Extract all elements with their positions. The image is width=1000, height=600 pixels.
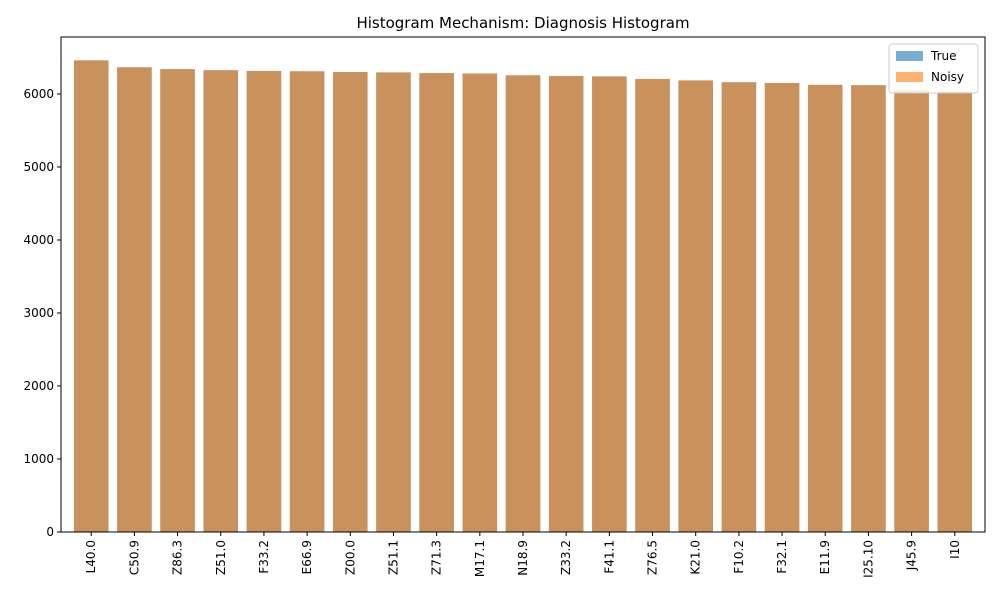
bar-noisy-F41.1	[592, 76, 627, 533]
bar-noisy-Z51.1	[376, 72, 411, 532]
bar-noisy-I25.10	[851, 85, 886, 532]
x-tick-label: I25.10	[861, 540, 875, 578]
x-tick-label: K21.0	[689, 540, 703, 575]
bar-noisy-F33.2	[246, 70, 282, 533]
x-tick-label: Z51.1	[386, 540, 400, 575]
bar-noisy-Z71.3	[419, 73, 454, 533]
x-tick-label: Z33.2	[559, 540, 573, 575]
axes-layer: 0 1000 2000 3000 4000 5000 6000 L40.0 C50.9 Z86.3…	[23, 36, 986, 578]
bar-noisy-F10.2	[721, 82, 757, 532]
bar-noisy-Z86.3	[160, 69, 195, 532]
y-tick-label: 0	[46, 525, 54, 539]
y-tick-label: 6000	[23, 87, 54, 101]
bar-noisy-C50.9	[117, 67, 152, 532]
bar-noisy-K21.0	[678, 80, 713, 533]
x-tick-label: C50.9	[127, 540, 141, 575]
y-tick-label: 1000	[23, 452, 54, 466]
x-tick-label: N18.9	[516, 540, 530, 576]
x-tick-label: L40.0	[84, 540, 98, 573]
x-tick-label: M17.1	[473, 540, 487, 577]
x-tick-label: Z00.0	[343, 540, 357, 575]
legend-label-true: True	[930, 49, 957, 63]
bar-noisy-Z33.2	[548, 76, 584, 532]
legend: True Noisy	[888, 43, 979, 94]
y-tick-label: 3000	[23, 306, 54, 320]
legend-swatch-noisy	[896, 72, 923, 82]
bar-noisy-N18.9	[505, 75, 541, 532]
y-tick-label: 5000	[23, 160, 54, 174]
bar-noisy-E11.9	[807, 84, 843, 532]
x-tick-label: E66.9	[300, 540, 314, 574]
y-tick-label: 2000	[23, 379, 54, 393]
x-tick-label: Z71.3	[430, 540, 444, 575]
bar-noisy-F32.1	[764, 82, 800, 532]
bar-noisy-Z00.0	[333, 72, 368, 532]
x-tick-label: F33.2	[257, 540, 271, 574]
x-tick-label: F41.1	[602, 540, 616, 574]
x-tick-label: I10	[948, 540, 962, 559]
x-tick-label: E11.9	[818, 540, 832, 574]
x-tick-label: F10.2	[732, 540, 746, 574]
bar-noisy-E66.9	[289, 71, 325, 533]
x-tick-label: Z86.3	[171, 540, 185, 575]
x-tick-label: F32.1	[775, 540, 789, 574]
legend-label-noisy: Noisy	[931, 70, 964, 84]
x-tick-label: Z76.5	[646, 540, 660, 575]
x-tick-label: J45.9	[905, 540, 919, 571]
bar-noisy-J45.9	[894, 90, 929, 533]
bar-noisy-M17.1	[462, 73, 498, 532]
bar-noisy-L40.0	[73, 60, 109, 533]
x-tick-label: Z51.0	[214, 540, 228, 575]
bars-layer	[73, 60, 973, 533]
bar-noisy-I10	[937, 91, 973, 532]
y-tick-label: 4000	[23, 233, 54, 247]
chart-title: Histogram Mechanism: Diagnosis Histogram	[356, 14, 689, 32]
bar-noisy-Z76.5	[635, 78, 670, 532]
bar-noisy-Z51.0	[203, 70, 239, 532]
legend-swatch-true	[896, 51, 923, 61]
